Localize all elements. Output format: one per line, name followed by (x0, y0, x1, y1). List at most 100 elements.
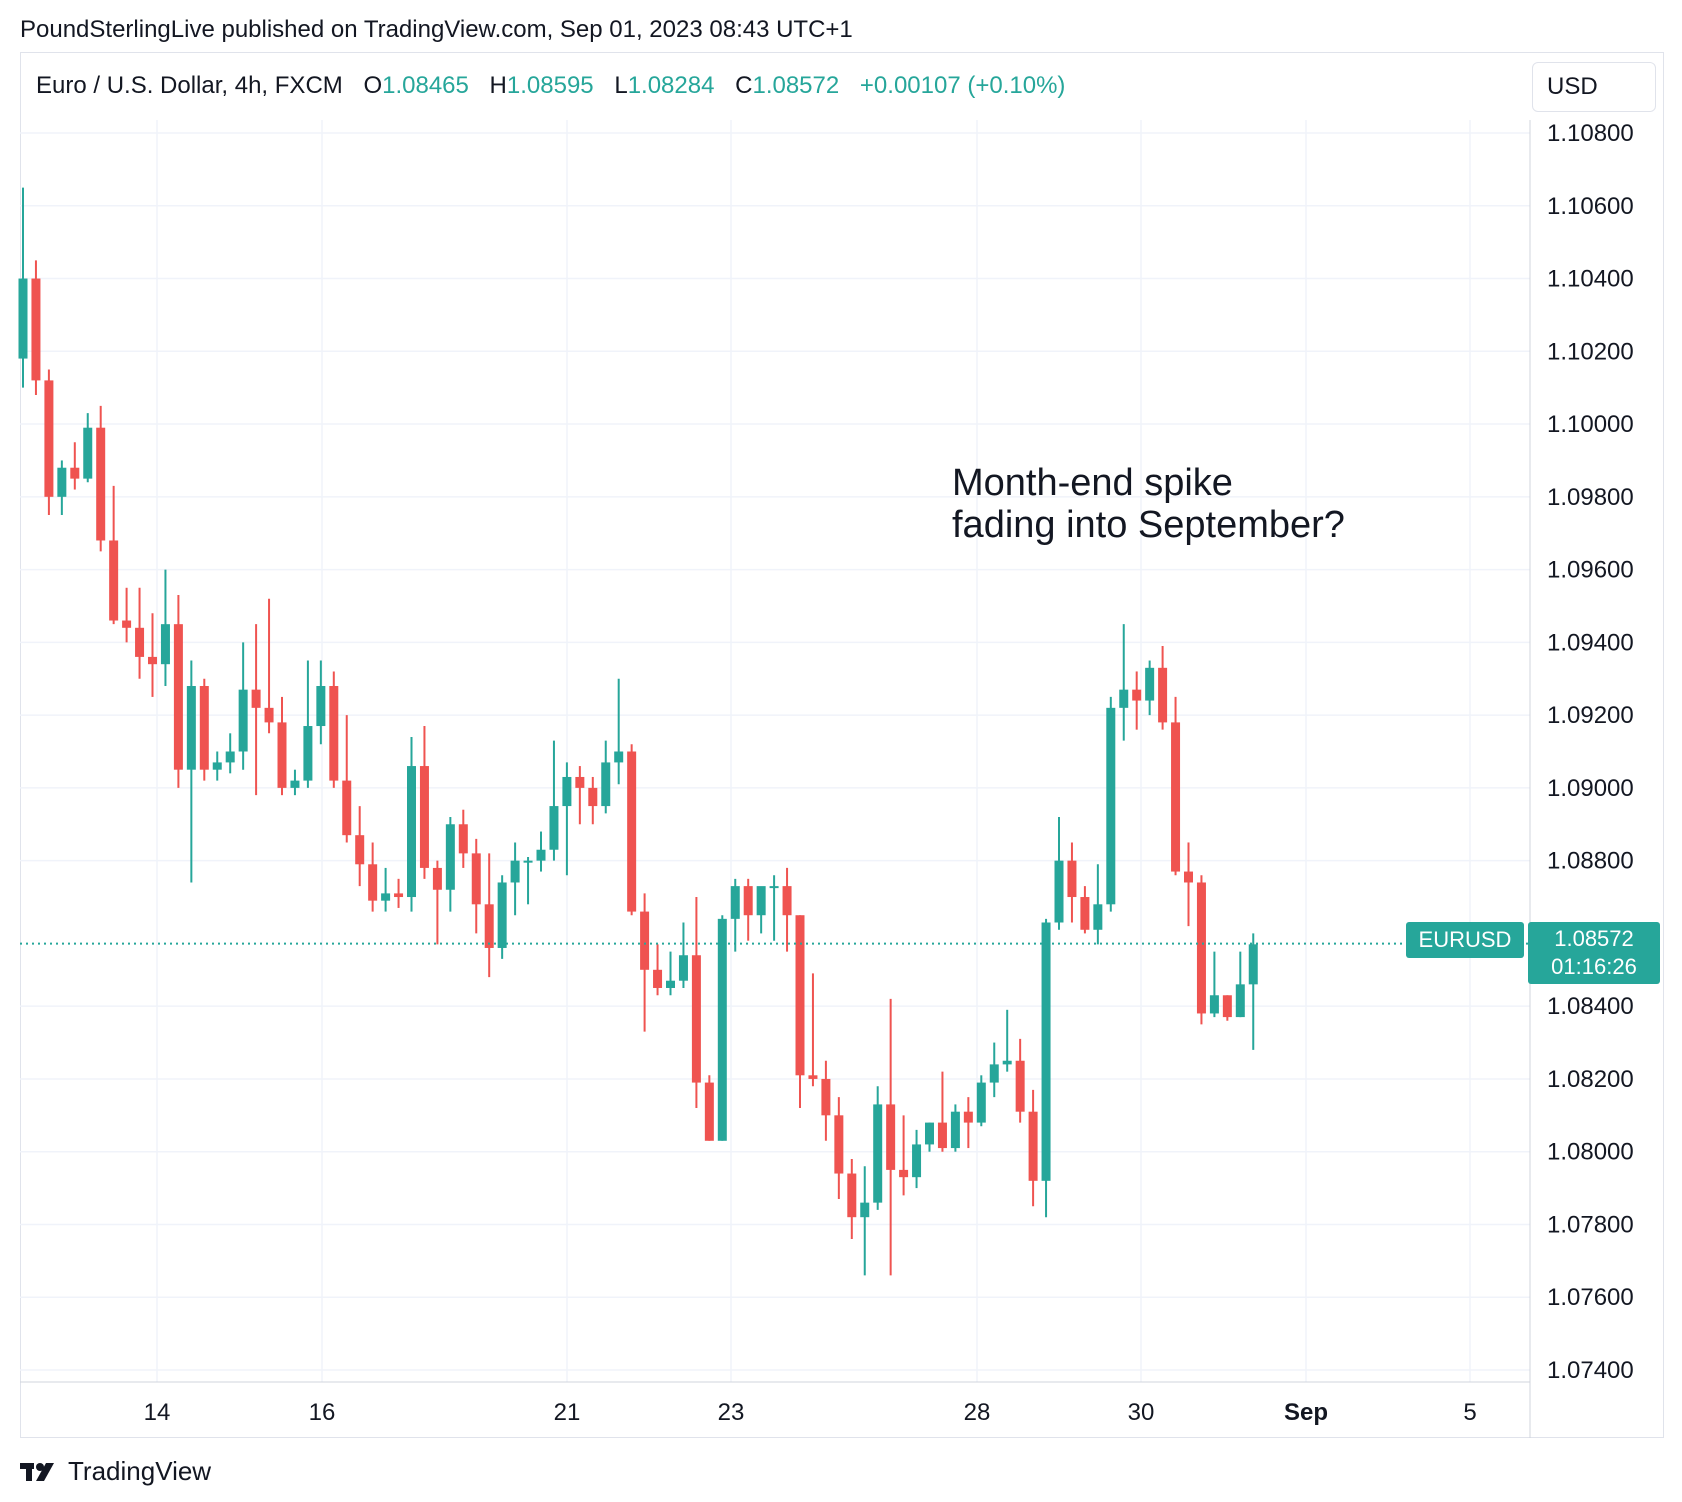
candle-down[interactable] (653, 944, 663, 996)
candle-up[interactable] (717, 915, 727, 1141)
candle-down[interactable] (31, 260, 41, 395)
candle-up[interactable] (186, 660, 196, 883)
candle-down[interactable] (640, 893, 650, 1032)
candle-down[interactable] (691, 897, 701, 1109)
candle-down[interactable] (937, 1071, 947, 1152)
candle-down[interactable] (44, 369, 54, 516)
candle-up[interactable] (523, 857, 533, 905)
candle-up[interactable] (381, 867, 391, 912)
candle-up[interactable] (925, 1122, 934, 1152)
candle-down[interactable] (199, 678, 209, 781)
candle-down[interactable] (627, 744, 637, 916)
candle-up[interactable] (601, 740, 611, 814)
candle-down[interactable] (834, 1097, 844, 1200)
candle-down[interactable] (355, 806, 365, 887)
candle-down[interactable] (122, 587, 132, 643)
candle-up[interactable] (1054, 816, 1064, 930)
candle-up[interactable] (1145, 660, 1155, 716)
candle-up[interactable] (83, 413, 93, 483)
candle-down[interactable] (886, 998, 896, 1276)
candle-down[interactable] (1080, 886, 1090, 934)
candle-up[interactable] (1235, 951, 1245, 1018)
candle-up[interactable] (976, 1075, 986, 1127)
candle-up[interactable] (769, 875, 779, 941)
candle-down[interactable] (96, 405, 106, 552)
candle-down[interactable] (1222, 995, 1232, 1021)
candle-up[interactable] (445, 816, 455, 912)
candle-down[interactable] (1067, 842, 1077, 923)
candle-up[interactable] (912, 1129, 922, 1189)
candle-down[interactable] (588, 776, 598, 825)
candle-down[interactable] (795, 915, 805, 1109)
candle-down[interactable] (808, 973, 818, 1087)
candle-down[interactable] (109, 485, 119, 625)
candle-down[interactable] (173, 595, 183, 788)
candle-down[interactable] (368, 842, 378, 912)
candle-down[interactable] (1196, 875, 1206, 1025)
candle-down[interactable] (1184, 842, 1193, 927)
candle-up[interactable] (989, 1042, 999, 1098)
candle-up[interactable] (160, 569, 170, 687)
candle-up[interactable] (316, 660, 326, 745)
candle-up[interactable] (860, 1166, 870, 1276)
candle-down[interactable] (1132, 671, 1142, 730)
candle-down[interactable] (329, 671, 339, 788)
candle-down[interactable] (394, 878, 404, 908)
candle-up[interactable] (536, 831, 546, 872)
candle-down[interactable] (782, 867, 792, 952)
candle-down[interactable] (821, 1060, 831, 1141)
candle-up[interactable] (225, 733, 235, 774)
candle-down[interactable] (135, 587, 145, 679)
candle-down[interactable] (1171, 696, 1181, 876)
candle-up[interactable] (407, 736, 416, 912)
candle-up[interactable] (57, 460, 67, 516)
candle-up[interactable] (666, 951, 675, 996)
candle-up[interactable] (212, 751, 222, 781)
candle-up[interactable] (1106, 696, 1116, 912)
candle-up[interactable] (730, 878, 740, 952)
candle-up[interactable] (1093, 864, 1103, 945)
candle-up[interactable] (1248, 933, 1258, 1050)
candle-up[interactable] (756, 886, 766, 934)
candle-up[interactable] (873, 1086, 883, 1210)
candle-down[interactable] (1158, 645, 1168, 730)
candle-down[interactable] (743, 878, 753, 941)
candle-up[interactable] (950, 1104, 960, 1152)
candle-up[interactable] (238, 642, 248, 770)
candle-down[interactable] (484, 853, 494, 978)
candle-up[interactable] (1209, 951, 1219, 1018)
candle-up[interactable] (290, 769, 300, 796)
candle-up[interactable] (549, 740, 559, 861)
candle-up[interactable] (18, 187, 28, 388)
candle-down[interactable] (148, 613, 157, 697)
candle-down[interactable] (342, 715, 352, 843)
candle-up[interactable] (510, 842, 520, 916)
candle-up[interactable] (614, 678, 624, 785)
candle-down[interactable] (458, 809, 468, 868)
tradingview-brand[interactable]: TradingView (20, 1456, 211, 1487)
candle-down[interactable] (575, 766, 585, 825)
candle-up[interactable] (678, 922, 688, 988)
candle-down[interactable] (471, 838, 481, 934)
candle-up[interactable] (562, 762, 572, 876)
candle-down[interactable] (251, 624, 261, 796)
candle-down[interactable] (432, 860, 442, 945)
candle-down[interactable] (899, 1115, 909, 1196)
candle-down[interactable] (419, 726, 429, 879)
candle-down[interactable] (1015, 1038, 1025, 1123)
candle-down[interactable] (70, 442, 80, 490)
candle-down[interactable] (277, 696, 287, 796)
candle-down[interactable] (847, 1158, 857, 1240)
candle-down[interactable] (264, 598, 274, 734)
currency-unit-button[interactable]: USD (1532, 62, 1656, 112)
candle-down[interactable] (963, 1097, 973, 1149)
candle-up[interactable] (1041, 918, 1051, 1218)
candle-down[interactable] (1028, 1089, 1038, 1207)
candle-body (782, 886, 792, 916)
candle-up[interactable] (1002, 1009, 1012, 1072)
candle-up[interactable] (1119, 624, 1129, 741)
candle-up[interactable] (497, 875, 507, 959)
candle-up[interactable] (303, 660, 313, 788)
candle-down[interactable] (704, 1075, 714, 1141)
